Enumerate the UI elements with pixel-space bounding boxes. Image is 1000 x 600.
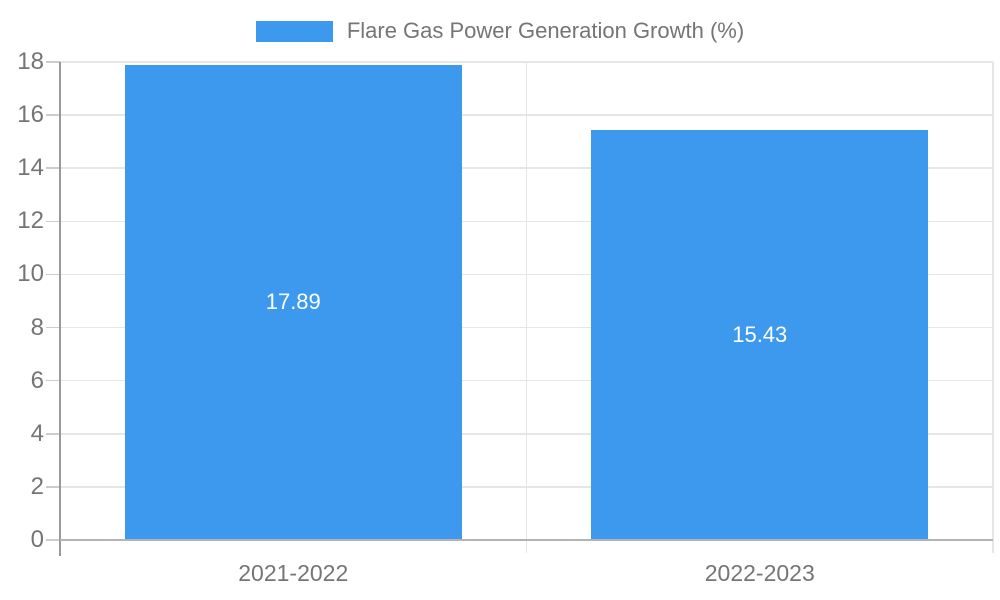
y-axis-tick <box>46 273 60 276</box>
y-tick-label: 12 <box>17 207 44 235</box>
legend-label: Flare Gas Power Generation Growth (%) <box>346 18 745 43</box>
y-tick-label: 18 <box>17 48 44 75</box>
y-axis-tick <box>46 114 60 116</box>
y-axis-labels: 0 2 4 6 8 10 12 14 16 18 <box>0 48 44 553</box>
y-axis-tick <box>46 220 60 223</box>
bar-2022-2023[interactable] <box>591 130 929 540</box>
y-axis-tick <box>46 379 60 382</box>
legend-swatch <box>255 20 333 42</box>
y-tick-label: 14 <box>17 154 44 182</box>
x-axis-label: 2022-2023 <box>704 560 815 586</box>
y-axis-tick <box>46 433 60 435</box>
y-axis-tick <box>46 539 60 541</box>
category-boundary-line <box>525 62 528 553</box>
y-axis-tick <box>46 486 60 488</box>
y-tick-label: 10 <box>17 260 44 288</box>
y-axis-line <box>59 62 61 556</box>
legend[interactable]: Flare Gas Power Generation Growth (%) <box>0 18 1000 44</box>
y-tick-label: 8 <box>30 313 44 341</box>
y-tick-label: 16 <box>17 101 44 129</box>
x-axis-line <box>60 539 993 541</box>
y-tick-label: 6 <box>30 366 44 394</box>
y-tick-label: 4 <box>30 419 44 447</box>
category-boundary-line <box>992 62 994 553</box>
bar-2021-2022[interactable] <box>124 64 462 540</box>
y-axis-tick <box>46 167 60 169</box>
x-axis-label: 2021-2022 <box>238 560 349 586</box>
y-axis-tick <box>46 326 60 329</box>
y-tick-label: 2 <box>30 472 44 500</box>
y-tick-label: 0 <box>30 526 44 553</box>
y-axis-tick <box>46 61 60 63</box>
